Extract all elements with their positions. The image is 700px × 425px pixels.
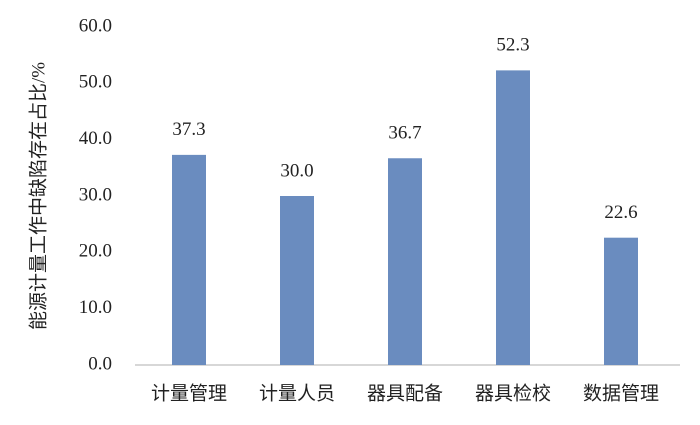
y-tick-label: 20.0 <box>79 241 112 262</box>
y-tick-label: 40.0 <box>79 128 112 149</box>
y-tick-label: 30.0 <box>79 184 112 205</box>
bar <box>496 70 530 366</box>
y-tick-label: 60.0 <box>79 15 112 36</box>
data-label: 30.0 <box>280 160 313 181</box>
data-label: 22.6 <box>604 202 637 223</box>
bar <box>388 158 422 365</box>
x-tick-label: 器具配备 <box>367 382 443 404</box>
data-label: 37.3 <box>172 119 205 140</box>
x-tick-label: 器具检校 <box>475 382 551 404</box>
bar <box>280 196 314 365</box>
x-tick-label: 计量人员 <box>259 382 335 404</box>
data-label: 36.7 <box>388 123 421 144</box>
y-tick-label: 10.0 <box>79 297 112 318</box>
y-tick-label: 0.0 <box>88 353 112 374</box>
x-tick-label: 计量管理 <box>151 382 227 404</box>
bar <box>172 154 206 365</box>
bar <box>604 237 638 365</box>
x-tick-label: 数据管理 <box>583 382 659 404</box>
data-label: 52.3 <box>496 35 529 56</box>
y-tick-label: 50.0 <box>79 72 112 93</box>
y-axis-label: 能源计量工作中缺陷存在占比/% <box>27 62 49 330</box>
